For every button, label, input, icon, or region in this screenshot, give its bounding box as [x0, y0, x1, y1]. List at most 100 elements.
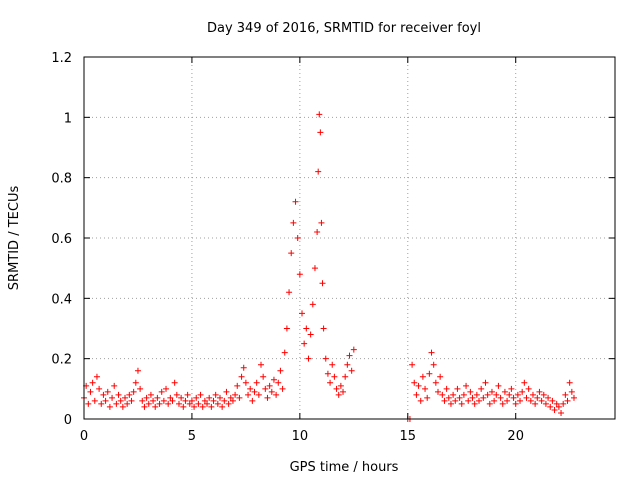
- data-point: [238, 373, 245, 380]
- data-point: [273, 391, 280, 398]
- data-point: [245, 391, 252, 398]
- data-point: [547, 403, 554, 410]
- data-point: [320, 325, 327, 332]
- data-point: [504, 397, 511, 404]
- data-point: [247, 385, 254, 392]
- x-tick-label: 0: [80, 429, 88, 444]
- data-point: [232, 391, 239, 398]
- data-point: [350, 346, 357, 353]
- data-point: [186, 400, 193, 407]
- data-point: [113, 400, 120, 407]
- data-point: [319, 280, 326, 287]
- data-point: [471, 400, 478, 407]
- data-point: [91, 397, 98, 404]
- data-point: [223, 388, 230, 395]
- data-point: [521, 379, 528, 386]
- data-point: [568, 388, 575, 395]
- data-point: [452, 397, 459, 404]
- data-point: [167, 394, 174, 401]
- data-point: [126, 391, 133, 398]
- data-point: [564, 397, 571, 404]
- data-point: [137, 385, 144, 392]
- data-point: [290, 219, 297, 226]
- data-point: [100, 391, 107, 398]
- data-point: [171, 379, 178, 386]
- data-point: [331, 373, 338, 380]
- data-point: [456, 394, 463, 401]
- data-point: [538, 397, 545, 404]
- y-tick-label: 0: [64, 413, 72, 428]
- y-axis-label: SRMTID / TECUs: [7, 186, 22, 291]
- data-point: [234, 382, 241, 389]
- data-point: [534, 394, 541, 401]
- data-point: [484, 391, 491, 398]
- data-point: [562, 391, 569, 398]
- data-point: [346, 352, 353, 359]
- data-point: [214, 400, 221, 407]
- data-point: [424, 394, 431, 401]
- x-tick-label: 20: [507, 429, 524, 444]
- data-point: [508, 385, 515, 392]
- data-point: [551, 406, 558, 413]
- data-point: [288, 250, 295, 257]
- data-point: [279, 385, 286, 392]
- data-point: [201, 397, 208, 404]
- data-point: [197, 391, 204, 398]
- data-point: [488, 388, 495, 395]
- data-point: [182, 397, 189, 404]
- data-point: [227, 394, 234, 401]
- data-point: [465, 397, 472, 404]
- data-point: [96, 385, 103, 392]
- data-point: [309, 301, 316, 308]
- data-point: [158, 388, 165, 395]
- data-point: [510, 394, 517, 401]
- data-point: [447, 400, 454, 407]
- data-point: [102, 397, 109, 404]
- data-point: [262, 385, 269, 392]
- data-point: [413, 391, 420, 398]
- data-point: [317, 129, 324, 136]
- data-point: [428, 349, 435, 356]
- x-tick-label: 10: [292, 429, 309, 444]
- data-point: [491, 397, 498, 404]
- data-point: [195, 400, 202, 407]
- data-point: [87, 388, 94, 395]
- data-point: [478, 385, 485, 392]
- data-point: [154, 394, 161, 401]
- data-point: [199, 403, 206, 410]
- data-point: [286, 289, 293, 296]
- data-point: [445, 394, 452, 401]
- y-tick-labels: 0 0.2 0.4 0.6 0.8 1 1.2: [51, 51, 72, 428]
- data-point: [160, 397, 167, 404]
- data-point: [437, 373, 444, 380]
- data-point: [188, 397, 195, 404]
- data-point: [316, 111, 323, 118]
- data-point: [156, 400, 163, 407]
- x-tick-label: 15: [400, 429, 417, 444]
- data-point: [210, 397, 217, 404]
- data-point: [499, 400, 506, 407]
- data-point: [482, 379, 489, 386]
- data-point: [422, 385, 429, 392]
- data-point: [517, 397, 524, 404]
- data-point: [469, 394, 476, 401]
- data-point: [143, 394, 150, 401]
- chart-title: Day 349 of 2016, SRMTID for receiver foy…: [207, 21, 481, 36]
- data-point: [344, 361, 351, 368]
- data-point: [266, 382, 273, 389]
- data-point: [150, 397, 157, 404]
- data-point: [249, 397, 256, 404]
- data-point: [348, 367, 355, 374]
- data-point: [314, 228, 321, 235]
- data-point: [277, 367, 284, 374]
- data-point: [514, 391, 521, 398]
- data-point: [327, 379, 334, 386]
- data-point: [219, 403, 226, 410]
- data-point: [264, 394, 271, 401]
- data-point: [318, 219, 325, 226]
- data-point: [204, 400, 211, 407]
- data-point: [337, 382, 344, 389]
- data-point: [342, 373, 349, 380]
- data-point: [184, 391, 191, 398]
- data-point: [311, 265, 318, 272]
